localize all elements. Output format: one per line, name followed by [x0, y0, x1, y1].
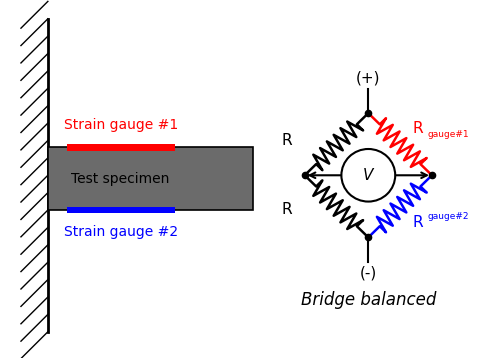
Text: Bridge balanced: Bridge balanced: [301, 291, 436, 309]
Text: R: R: [282, 202, 292, 217]
Text: (+): (+): [356, 70, 380, 85]
Text: gauge#1: gauge#1: [427, 130, 469, 139]
Text: R: R: [412, 121, 423, 136]
Bar: [48, 147, 253, 210]
Ellipse shape: [341, 149, 395, 202]
Text: Test specimen: Test specimen: [70, 172, 169, 186]
Text: Strain gauge #2: Strain gauge #2: [64, 225, 178, 240]
Text: R: R: [282, 133, 292, 148]
Bar: [67, 144, 175, 151]
Text: gauge#2: gauge#2: [427, 212, 468, 221]
Bar: [67, 207, 175, 213]
Text: V: V: [363, 168, 373, 183]
Text: R: R: [412, 215, 423, 230]
Text: Strain gauge #1: Strain gauge #1: [64, 118, 179, 132]
Text: (-): (-): [360, 265, 377, 280]
